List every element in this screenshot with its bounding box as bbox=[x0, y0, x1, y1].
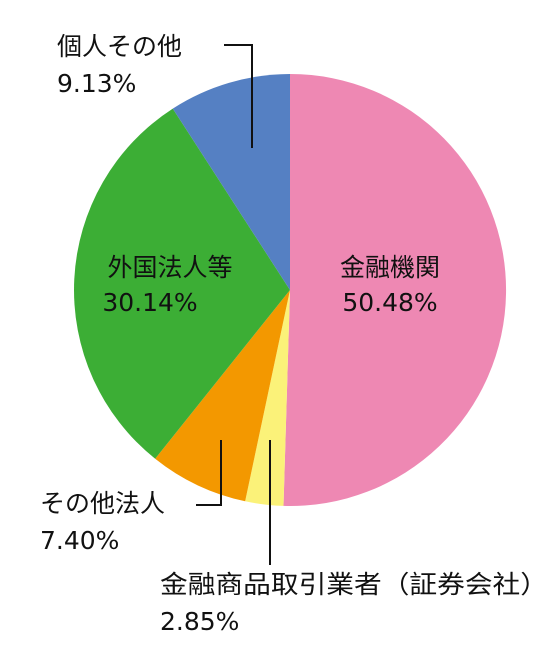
slice-label-foreign-corporations: 外国法人等 bbox=[107, 253, 232, 282]
slice-value-securities-companies: 2.85% bbox=[160, 607, 239, 636]
slice-label-other-corporations: その他法人 bbox=[40, 489, 165, 518]
leader-line-individuals-other bbox=[224, 44, 253, 148]
slice-value-foreign-corporations: 30.14% bbox=[102, 288, 197, 317]
slice-label-individuals-other: 個人その他 bbox=[57, 32, 182, 61]
pie-slices bbox=[74, 73, 507, 506]
slice-value-financial-institutions: 50.48% bbox=[342, 288, 437, 317]
slice-label-financial-institutions: 金融機関 bbox=[340, 253, 440, 282]
leader-lines bbox=[196, 44, 271, 565]
slice-value-other-corporations: 7.40% bbox=[40, 526, 119, 555]
pie-slice-securities-companies bbox=[245, 290, 290, 506]
leader-line-other-corporations bbox=[196, 440, 222, 506]
slice-label-securities-companies: 金融商品取引業者（証券会社） bbox=[160, 570, 548, 599]
slice-value-individuals-other: 9.13% bbox=[57, 69, 136, 98]
pie-slice-financial-institutions bbox=[283, 73, 507, 506]
pie-slice-foreign-corporations bbox=[74, 108, 290, 459]
pie-slice-other-corporations bbox=[155, 290, 290, 502]
pie-slice-individuals-other bbox=[172, 74, 290, 290]
